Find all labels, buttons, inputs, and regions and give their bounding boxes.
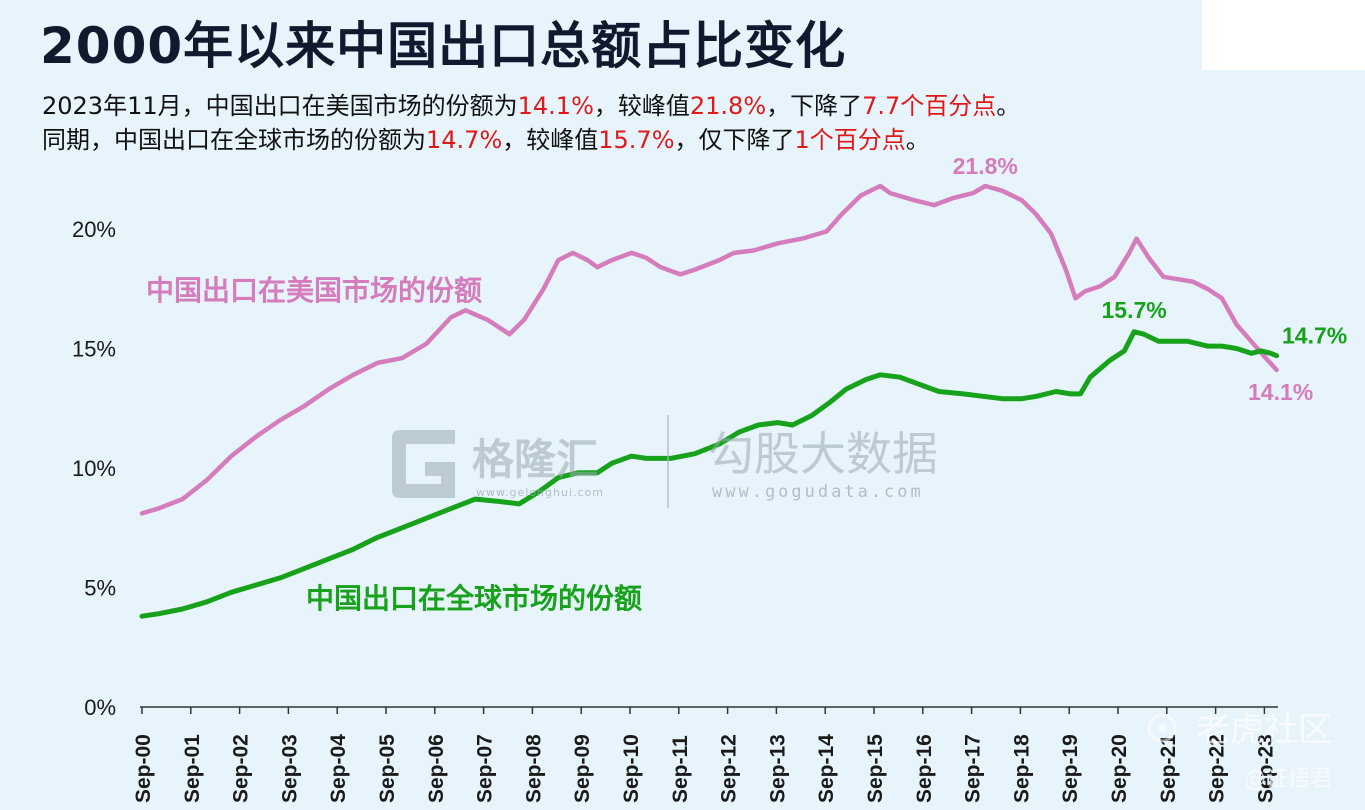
x-tick-label: Sep-18 (1010, 734, 1033, 803)
x-tick-label: Sep-17 (962, 734, 985, 803)
x-tick-label: Sep-12 (718, 734, 741, 803)
subtitle-line-1: 2023年11月，中国出口在美国市场的份额为14.1%，较峰值21.8%，下降了… (42, 86, 1020, 121)
gelonghui-logo-icon (392, 430, 455, 498)
x-tick-label: Sep-19 (1059, 734, 1082, 803)
y-tick-label: 10% (72, 456, 116, 481)
subtitle-highlight: 14.1% (517, 92, 594, 120)
series-label: 中国出口在全球市场的份额 (306, 582, 642, 615)
x-tick-label: Sep-08 (522, 734, 545, 803)
subtitle-text: 2023年11月，中国出口在美国市场的份额为 (42, 92, 518, 120)
x-tick-label: Sep-22 (1206, 734, 1229, 803)
series-label: 中国出口在美国市场的份额 (146, 274, 482, 307)
series-line-us-share (139, 183, 1279, 516)
subtitle-highlight: 21.8% (689, 92, 767, 120)
x-tick-label: Sep-11 (669, 735, 692, 803)
watermark-user: @证悟君 (1244, 767, 1332, 792)
watermark-url: www.gelonghui.com (476, 486, 604, 499)
x-tick-label: Sep-00 (132, 734, 155, 803)
watermark-url: www.gogudata.com (712, 482, 924, 502)
x-tick-label: Sep-10 (620, 734, 643, 803)
subtitle-text: 同期，中国出口在全球市场的份额为 (42, 126, 426, 154)
watermark-brand: 勾股大数据 (708, 427, 938, 481)
x-tick-label: Sep-15 (864, 734, 887, 803)
x-tick-label: Sep-02 (230, 734, 253, 803)
subtitle-text: ，较峰值 (593, 92, 690, 120)
y-tick-label: 20% (72, 217, 116, 242)
subtitle-text: ，较峰值 (502, 126, 599, 154)
x-tick-label: Sep-23 (1254, 734, 1277, 803)
tiger-logo-icon (1147, 713, 1177, 743)
subtitle-highlight: 14.7% (426, 126, 503, 154)
x-tick-label: Sep-04 (327, 734, 350, 803)
blank-box (1202, 0, 1365, 70)
y-tick-label: 5% (84, 576, 116, 601)
subtitle-highlight: 15.7% (598, 126, 675, 154)
subtitle-text: 。 (905, 126, 930, 154)
subtitle-line-2: 同期，中国出口在全球市场的份额为14.7%，较峰值15.7%，仅下降了1个百分点… (42, 120, 930, 155)
x-tick-label: Sep-01 (181, 734, 204, 803)
x-tick-label: Sep-14 (815, 734, 838, 803)
page-title: 2000年以来中国出口总额占比变化 (40, 17, 847, 75)
x-tick-label: Sep-21 (1157, 734, 1180, 803)
watermark: 格隆汇 www.gelonghui.com 勾股大数据 www.gogudata… (392, 415, 1332, 792)
data-label: 15.7% (1101, 297, 1166, 323)
x-tick-label: Sep-07 (474, 734, 497, 803)
x-tick-label: Sep-09 (571, 734, 594, 803)
subtitle-text: ，下降了 (766, 92, 863, 120)
x-tick-label: Sep-05 (376, 734, 399, 803)
subtitle-highlight: 7.7个百分点 (862, 92, 997, 120)
y-tick-label: 0% (84, 695, 116, 720)
data-label: 14.1% (1248, 379, 1313, 405)
x-tick-label: Sep-03 (278, 734, 301, 803)
x-tick-label: Sep-06 (425, 734, 448, 803)
watermark-community: 老虎社区 (1196, 710, 1332, 750)
x-tick-label: Sep-16 (913, 734, 936, 803)
x-tick-label: Sep-13 (766, 734, 789, 803)
subtitle-text: 。 (996, 92, 1021, 120)
subtitle-text: ，仅下降了 (674, 126, 795, 154)
subtitle-highlight: 1个百分点 (794, 126, 906, 154)
data-label: 21.8% (953, 153, 1018, 179)
data-label: 14.7% (1282, 323, 1347, 349)
watermark-brand: 格隆汇 (472, 435, 598, 484)
series-line-global-share (139, 329, 1280, 619)
y-tick-label: 15% (72, 337, 116, 362)
x-tick-label: Sep-20 (1108, 734, 1131, 803)
